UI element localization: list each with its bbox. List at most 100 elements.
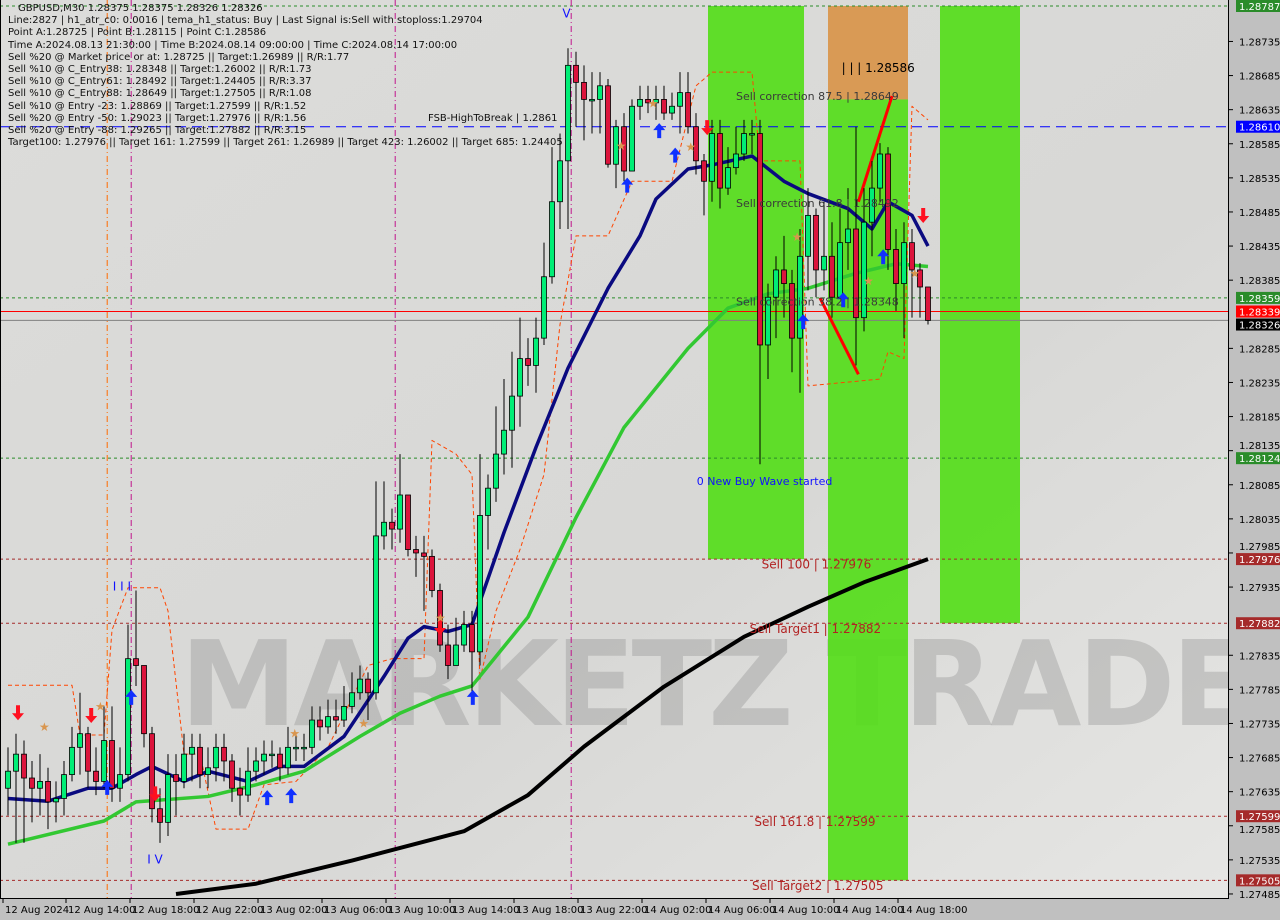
candle bbox=[845, 188, 851, 270]
candle bbox=[717, 119, 723, 209]
bear-candle-body bbox=[469, 624, 475, 653]
bear-candle-body bbox=[693, 126, 699, 162]
price-tick-label: 1.27785 bbox=[1239, 685, 1280, 696]
bull-candle-body bbox=[125, 658, 131, 776]
candle bbox=[805, 188, 811, 291]
candle bbox=[5, 747, 11, 816]
candle bbox=[453, 617, 459, 666]
bull-candle-body bbox=[541, 276, 547, 339]
candle bbox=[645, 85, 651, 114]
candle bbox=[373, 481, 379, 700]
buy-arrow-icon bbox=[877, 249, 890, 265]
candle bbox=[245, 747, 251, 802]
time-tick-label: 14 Aug 06:00 bbox=[708, 905, 775, 916]
candle bbox=[13, 733, 19, 843]
buy-arrow-icon bbox=[285, 788, 298, 804]
price-level-badge bbox=[1236, 617, 1280, 630]
time-tick-label: 13 Aug 10:00 bbox=[388, 905, 455, 916]
orange-zone bbox=[828, 6, 908, 100]
candle bbox=[877, 143, 883, 202]
bear-candle-body bbox=[605, 85, 611, 165]
bull-candle-body bbox=[589, 99, 595, 102]
candle bbox=[221, 733, 227, 782]
price-level-label: 1.27599 bbox=[1239, 812, 1280, 823]
candle bbox=[445, 624, 451, 680]
candle bbox=[597, 72, 603, 134]
bear-candle-body bbox=[701, 160, 707, 182]
bear-candle-body bbox=[925, 286, 931, 321]
bear-candle-body bbox=[109, 740, 115, 789]
candle bbox=[69, 726, 75, 782]
bear-candle-body bbox=[893, 249, 899, 284]
star-marker-icon: ★ bbox=[435, 611, 446, 625]
bull-candle-body bbox=[709, 133, 715, 182]
candle bbox=[173, 754, 179, 816]
time-tick-label: 12 Aug 14:00 bbox=[68, 905, 135, 916]
candle bbox=[749, 119, 755, 154]
bull-candle-body bbox=[61, 774, 67, 799]
chart-annotation: Sell correction 61.8 | 1.28492 bbox=[736, 197, 899, 210]
candle bbox=[461, 610, 467, 652]
bull-candle-body bbox=[613, 126, 619, 165]
price-tick-label: 1.27635 bbox=[1239, 788, 1280, 799]
bull-candle-body bbox=[245, 770, 251, 796]
candle bbox=[149, 726, 155, 823]
candle bbox=[765, 283, 771, 380]
candle bbox=[677, 72, 683, 134]
time-tick-label: 14 Aug 02:00 bbox=[644, 905, 711, 916]
bull-candle-body bbox=[77, 733, 83, 748]
candle bbox=[45, 767, 51, 830]
star-marker-icon: ★ bbox=[95, 699, 106, 713]
candle bbox=[517, 317, 523, 427]
candle bbox=[333, 699, 339, 734]
bull-candle-body bbox=[509, 395, 515, 431]
candle bbox=[917, 263, 923, 318]
bull-candle-body bbox=[397, 494, 403, 530]
bull-candle-body bbox=[845, 228, 851, 244]
symbol-title: GBPUSD,M30 1.28375 1.28375 1.28326 1.283… bbox=[18, 3, 263, 14]
bull-candle-body bbox=[629, 105, 635, 172]
candle bbox=[725, 147, 731, 195]
bull-candle-body bbox=[341, 706, 347, 721]
bear-candle-body bbox=[437, 590, 443, 646]
candle bbox=[829, 222, 835, 318]
candle bbox=[341, 685, 347, 727]
bull-candle-body bbox=[669, 105, 675, 114]
candle bbox=[573, 51, 579, 127]
candle bbox=[797, 229, 803, 393]
time-tick-label: 13 Aug 18:00 bbox=[516, 905, 583, 916]
bear-candle-body bbox=[157, 808, 163, 823]
bear-candle-body bbox=[317, 719, 323, 728]
candle bbox=[197, 733, 203, 789]
bull-candle-body bbox=[309, 719, 315, 748]
bear-candle-body bbox=[405, 494, 411, 550]
buy-arrow-icon bbox=[837, 292, 850, 308]
candle bbox=[629, 99, 635, 172]
candle bbox=[661, 85, 667, 120]
bear-candle-body bbox=[45, 781, 51, 803]
candle bbox=[205, 747, 211, 789]
price-level-badge bbox=[1236, 874, 1280, 887]
time-tick-label: 12 Aug 22:00 bbox=[196, 905, 263, 916]
price-level-label: 1.27976 bbox=[1239, 555, 1280, 566]
time-tick-label: 13 Aug 06:00 bbox=[324, 905, 391, 916]
candle bbox=[909, 229, 915, 318]
bear-candle-body bbox=[421, 552, 427, 557]
bull-candle-body bbox=[37, 781, 43, 789]
candle bbox=[789, 269, 795, 373]
info-line: Target100: 1.27976 || Target 161: 1.2759… bbox=[8, 137, 563, 149]
price-level-badge bbox=[1236, 810, 1280, 823]
bear-candle-body bbox=[581, 81, 587, 100]
bull-candle-body bbox=[901, 242, 907, 284]
bull-candle-body bbox=[877, 153, 883, 189]
candle bbox=[53, 781, 59, 823]
candle bbox=[189, 733, 195, 782]
bull-candle-body bbox=[165, 774, 171, 823]
candle bbox=[925, 286, 931, 325]
candle bbox=[125, 624, 131, 782]
time-tick-label: 12 Aug 2024 bbox=[5, 905, 69, 916]
candle bbox=[317, 706, 323, 741]
candle bbox=[613, 119, 619, 189]
price-tick-label: 1.28635 bbox=[1239, 106, 1280, 117]
